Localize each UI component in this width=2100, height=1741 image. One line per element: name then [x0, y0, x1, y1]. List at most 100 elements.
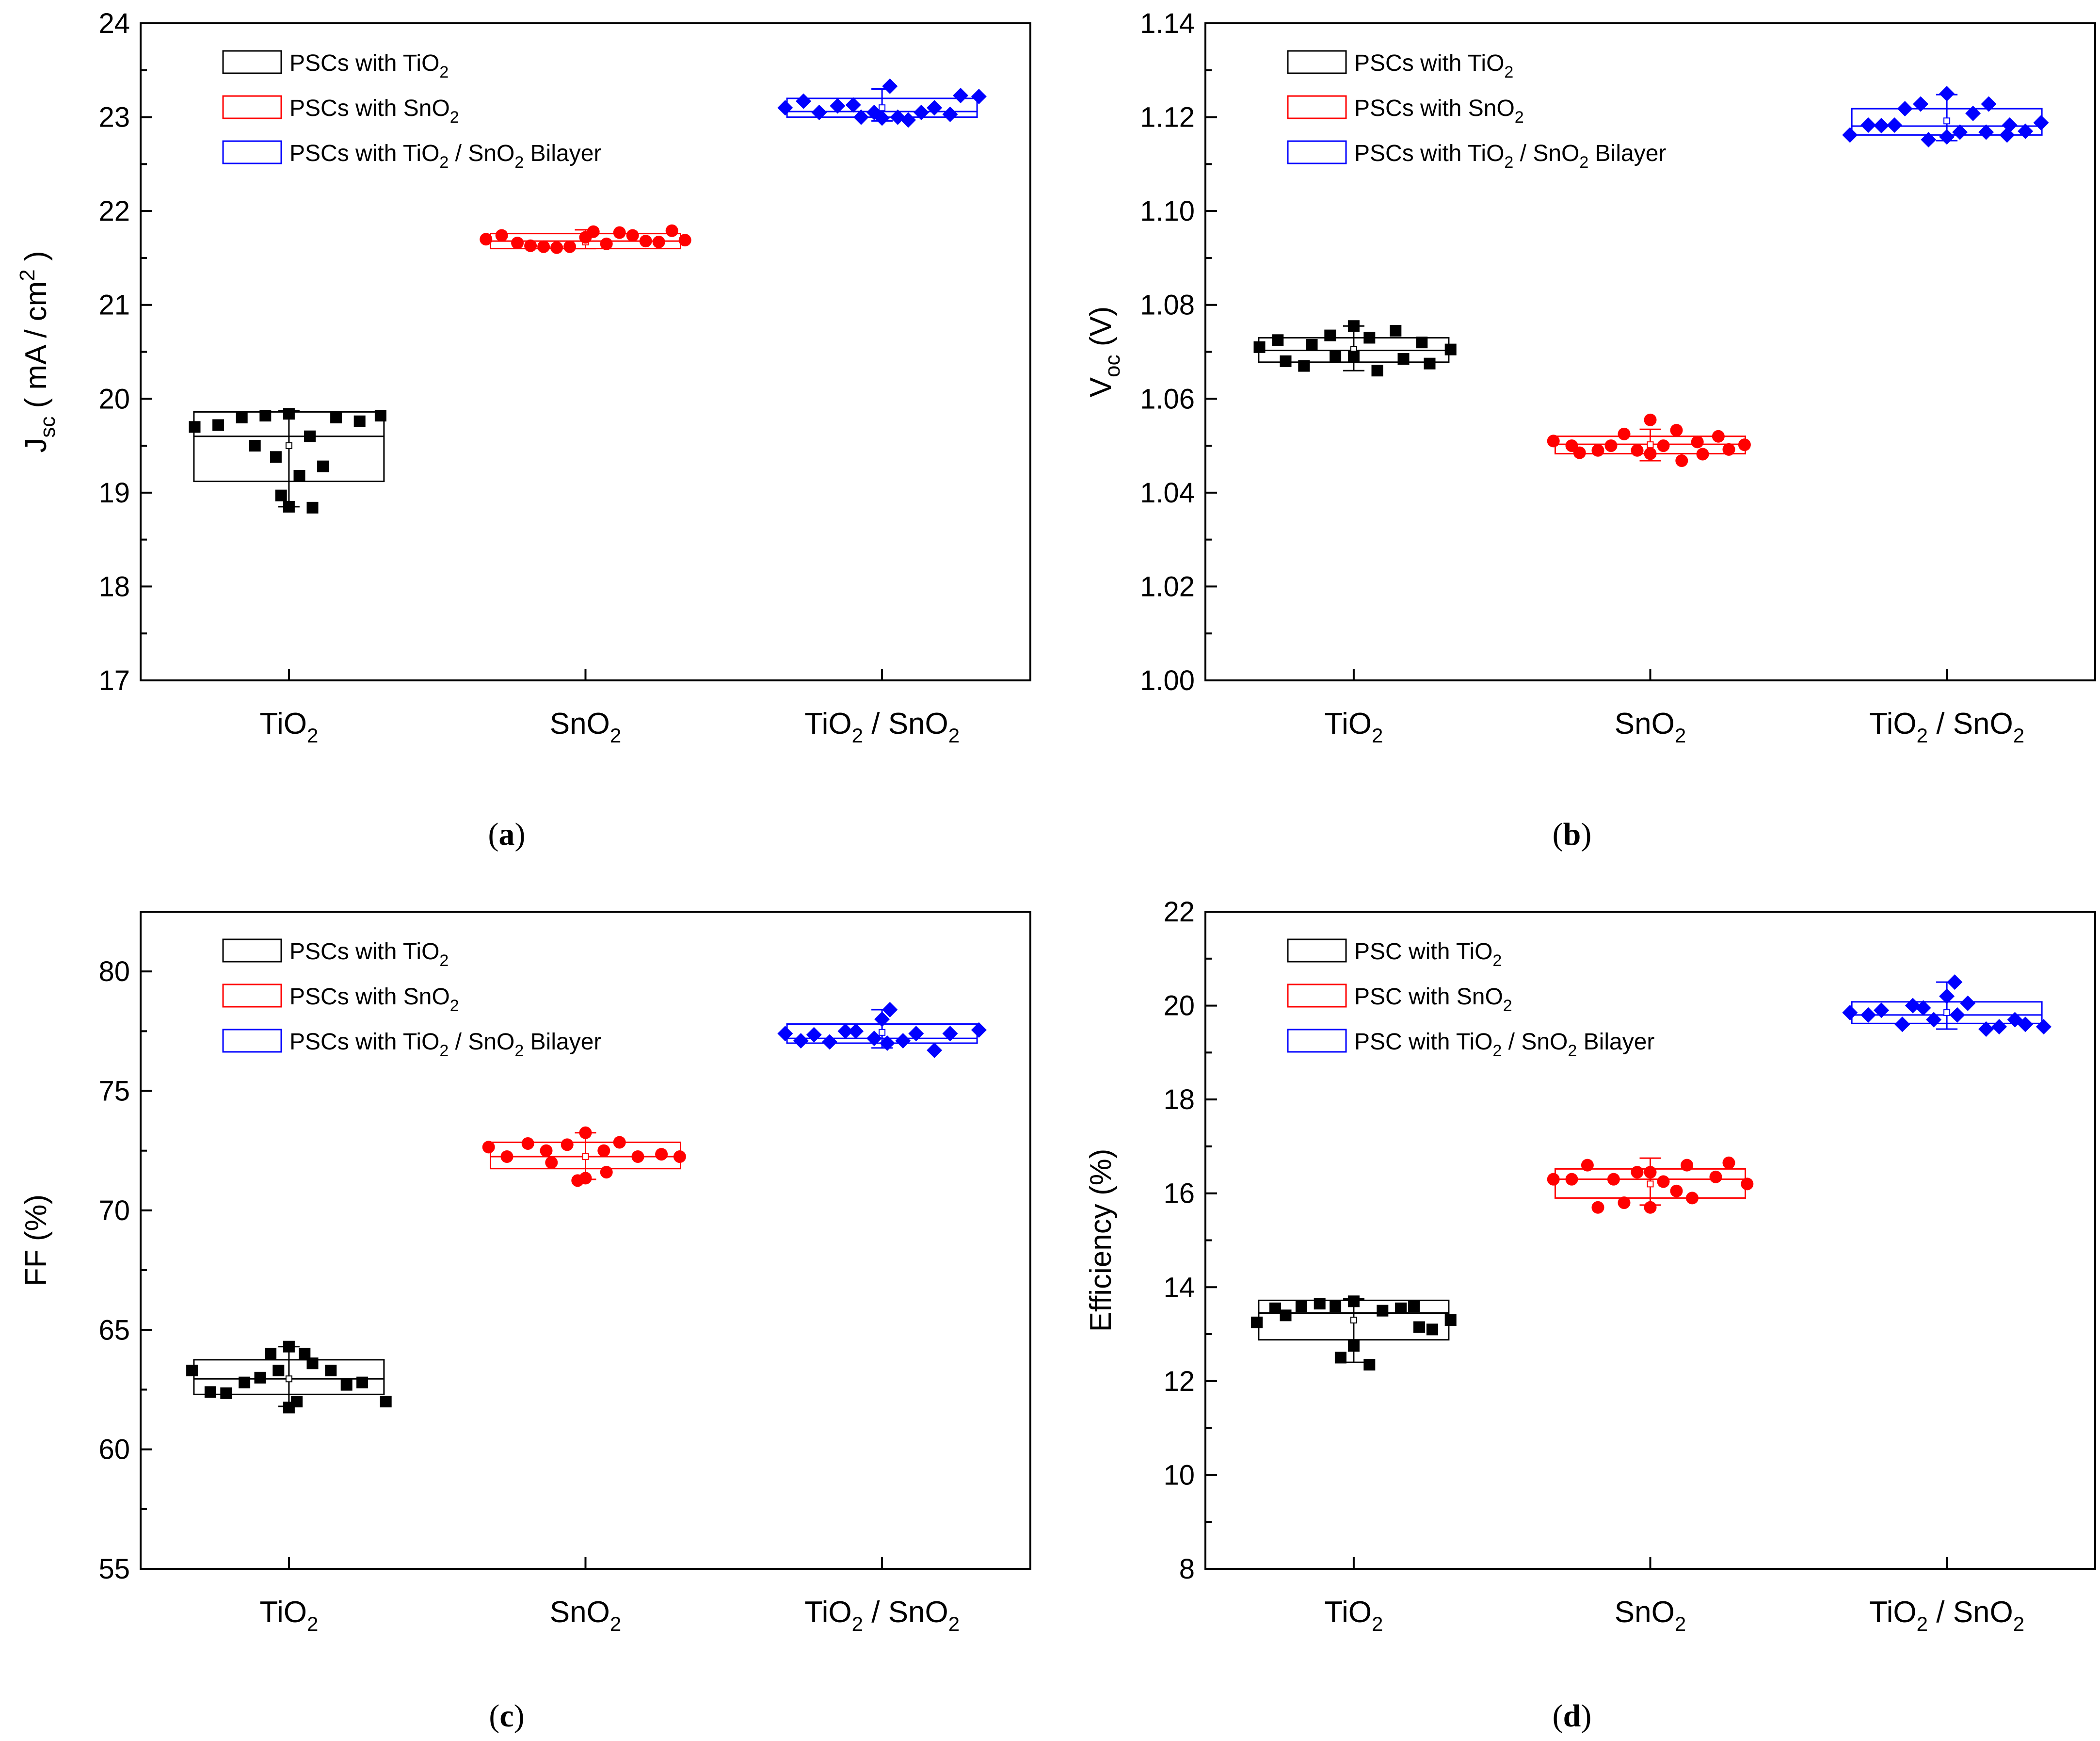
- data-point: [793, 1033, 809, 1049]
- data-point: [236, 412, 248, 423]
- data-point: [1887, 117, 1903, 133]
- y-tick-label: 24: [98, 8, 130, 39]
- x-category-label: TiO2 / SnO2: [1869, 1596, 2024, 1635]
- data-point: [1631, 444, 1644, 457]
- data-point: [1363, 1358, 1376, 1370]
- data-point: [1377, 1305, 1389, 1317]
- data-point: [325, 1365, 337, 1377]
- mean-marker: [879, 1029, 886, 1036]
- data-point: [1965, 105, 1981, 121]
- data-point: [239, 1376, 251, 1388]
- x-category-label: SnO2: [550, 707, 621, 747]
- data-point: [879, 1035, 895, 1051]
- data-point: [1295, 1300, 1307, 1312]
- y-tick-label: 17: [98, 665, 130, 696]
- legend-swatch: [222, 938, 282, 963]
- data-point: [306, 501, 319, 514]
- y-axis-title: Voc (V): [1084, 306, 1124, 398]
- data-point: [639, 235, 652, 248]
- data-point: [1334, 1352, 1347, 1364]
- y-tick-label: 1.04: [1140, 477, 1195, 509]
- data-point: [1696, 448, 1709, 461]
- y-tick-label: 70: [98, 1195, 130, 1226]
- y-tick-label: 20: [98, 383, 130, 415]
- data-point: [655, 1148, 668, 1161]
- data-point: [895, 1033, 911, 1049]
- data-point: [1897, 101, 1913, 117]
- y-tick-label: 16: [1163, 1178, 1195, 1209]
- data-point: [1408, 1300, 1420, 1312]
- data-point: [579, 1126, 592, 1139]
- data-point: [1657, 439, 1670, 452]
- data-point: [1874, 1002, 1890, 1018]
- plot-frame: [1204, 911, 2096, 1570]
- data-point: [1842, 1005, 1858, 1021]
- data-point: [927, 1042, 943, 1058]
- data-point: [1631, 1166, 1644, 1179]
- series-0: [186, 1340, 392, 1414]
- legend-swatch: [1287, 1029, 1347, 1053]
- data-point: [882, 78, 898, 94]
- data-point: [927, 100, 943, 116]
- data-point: [1913, 96, 1929, 112]
- data-point: [1860, 117, 1876, 133]
- data-point: [587, 225, 600, 238]
- data-point: [631, 1150, 644, 1163]
- legend-swatch: [222, 95, 282, 119]
- data-point: [600, 1166, 613, 1179]
- data-point: [1395, 1302, 1407, 1314]
- legend-entry-label: PSCs with TiO2: [289, 50, 449, 81]
- data-point: [540, 1144, 553, 1157]
- data-point: [500, 1150, 513, 1163]
- panel-caption: (d): [1553, 1698, 1592, 1734]
- y-tick-label: 55: [98, 1553, 130, 1585]
- series-0: [1251, 1295, 1457, 1370]
- data-point: [1939, 86, 1955, 102]
- panel-caption: (c): [489, 1698, 524, 1734]
- y-tick-label: 12: [1163, 1366, 1195, 1397]
- data-point: [265, 1348, 277, 1360]
- data-point: [1444, 1314, 1457, 1326]
- data-point: [270, 451, 282, 463]
- data-point: [212, 419, 224, 431]
- data-point: [1253, 341, 1266, 353]
- legend-entry-label: PSCs with SnO2: [289, 96, 459, 127]
- data-point: [380, 1396, 392, 1408]
- legend-swatch: [1287, 983, 1347, 1008]
- data-point: [1991, 1019, 2007, 1035]
- legend-swatch: [222, 50, 282, 74]
- data-point: [1741, 1177, 1754, 1191]
- series-1: [482, 1126, 686, 1187]
- data-point: [845, 97, 861, 113]
- data-point: [579, 1172, 592, 1185]
- legend-swatch: [1287, 140, 1347, 164]
- y-axis-title: FF (%): [19, 1194, 53, 1286]
- legend-entry-label: PSCs with TiO2 / SnO2 Bilayer: [289, 141, 601, 172]
- data-point: [254, 1371, 266, 1384]
- legend-swatch: [222, 983, 282, 1008]
- data-point: [1272, 334, 1284, 346]
- legend-swatch: [222, 1029, 282, 1053]
- x-category-label: SnO2: [1615, 707, 1686, 747]
- x-category-label: TiO2: [1324, 707, 1383, 747]
- legend-entry-label: PSCs with TiO2 / SnO2 Bilayer: [1354, 141, 1666, 172]
- data-point: [2033, 115, 2049, 131]
- data-point: [1644, 1166, 1657, 1179]
- chart-panel-c: 55 60 65 70 75 80 TiO2 SnO2 TiO2 / SnO2 FF (%) PSC…: [19, 911, 1031, 1734]
- data-point: [1670, 424, 1683, 437]
- y-tick-label: 1.12: [1140, 102, 1195, 133]
- y-tick-label: 20: [1163, 990, 1195, 1022]
- series-1: [480, 224, 691, 254]
- chart-panel-d: 8 10 12 14 16 18 20 22 TiO2 SnO2 TiO2 / SnO2 Effici…: [1084, 896, 2096, 1734]
- mean-marker: [582, 1153, 589, 1161]
- data-point: [1644, 413, 1657, 426]
- x-category-label: TiO2: [259, 707, 318, 747]
- data-point: [1298, 360, 1310, 372]
- data-point: [1371, 365, 1383, 377]
- data-point: [626, 229, 639, 242]
- data-point: [259, 410, 272, 422]
- data-point: [1691, 435, 1704, 449]
- data-point: [1657, 1175, 1670, 1188]
- data-point: [1347, 320, 1360, 332]
- data-point: [1926, 1012, 1942, 1028]
